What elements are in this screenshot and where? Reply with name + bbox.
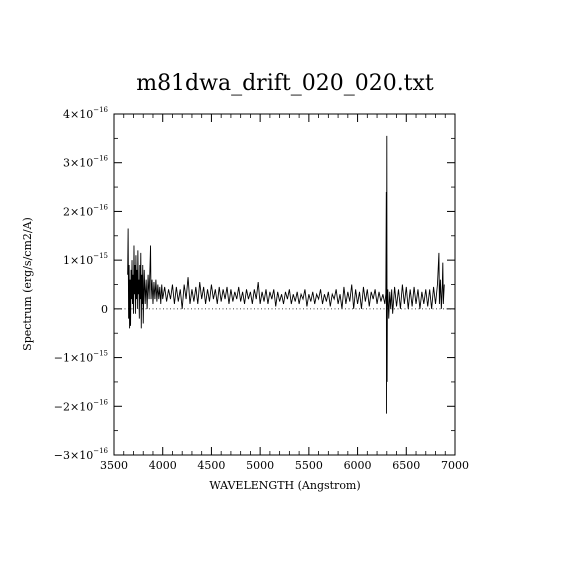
y-tick-label: 2×10−16 xyxy=(63,203,109,218)
x-axis: 3500 4000 4500 5000 5500 6000 6500 7000 xyxy=(100,114,469,472)
x-tick-label: 5500 xyxy=(295,459,323,472)
spectrum-series-line xyxy=(127,135,445,414)
y-axis-label: Spectrum (erg/s/cm2/A) xyxy=(21,217,34,351)
y-tick-label: 4×10−16 xyxy=(63,106,109,121)
x-tick-label: 3500 xyxy=(100,459,128,472)
x-tick-label: 4500 xyxy=(197,459,225,472)
chart-title: m81dwa_drift_020_020.txt xyxy=(136,71,434,96)
plot-area xyxy=(113,113,456,456)
x-axis-label: WAVELENGTH (Angstrom) xyxy=(209,479,360,492)
x-tick-label: 6000 xyxy=(344,459,372,472)
x-tick-label: 5000 xyxy=(246,459,274,472)
x-tick-label: 4000 xyxy=(149,459,177,472)
y-tick-label: −3×10−16 xyxy=(54,447,109,462)
plot-frame xyxy=(113,113,456,456)
y-axis: 4×10−16 3×10−16 2×10−16 1×10−15 0 −1×10−15 −2×… xyxy=(54,106,455,462)
y-tick-label: −2×10−16 xyxy=(54,398,109,413)
x-tick-label: 7000 xyxy=(441,459,469,472)
y-tick-label: −1×10−15 xyxy=(54,350,108,365)
y-tick-label: 1×10−15 xyxy=(63,252,108,267)
y-tick-label: 0 xyxy=(101,303,108,316)
y-tick-label: 3×10−16 xyxy=(63,155,109,170)
x-tick-label: 6500 xyxy=(392,459,420,472)
